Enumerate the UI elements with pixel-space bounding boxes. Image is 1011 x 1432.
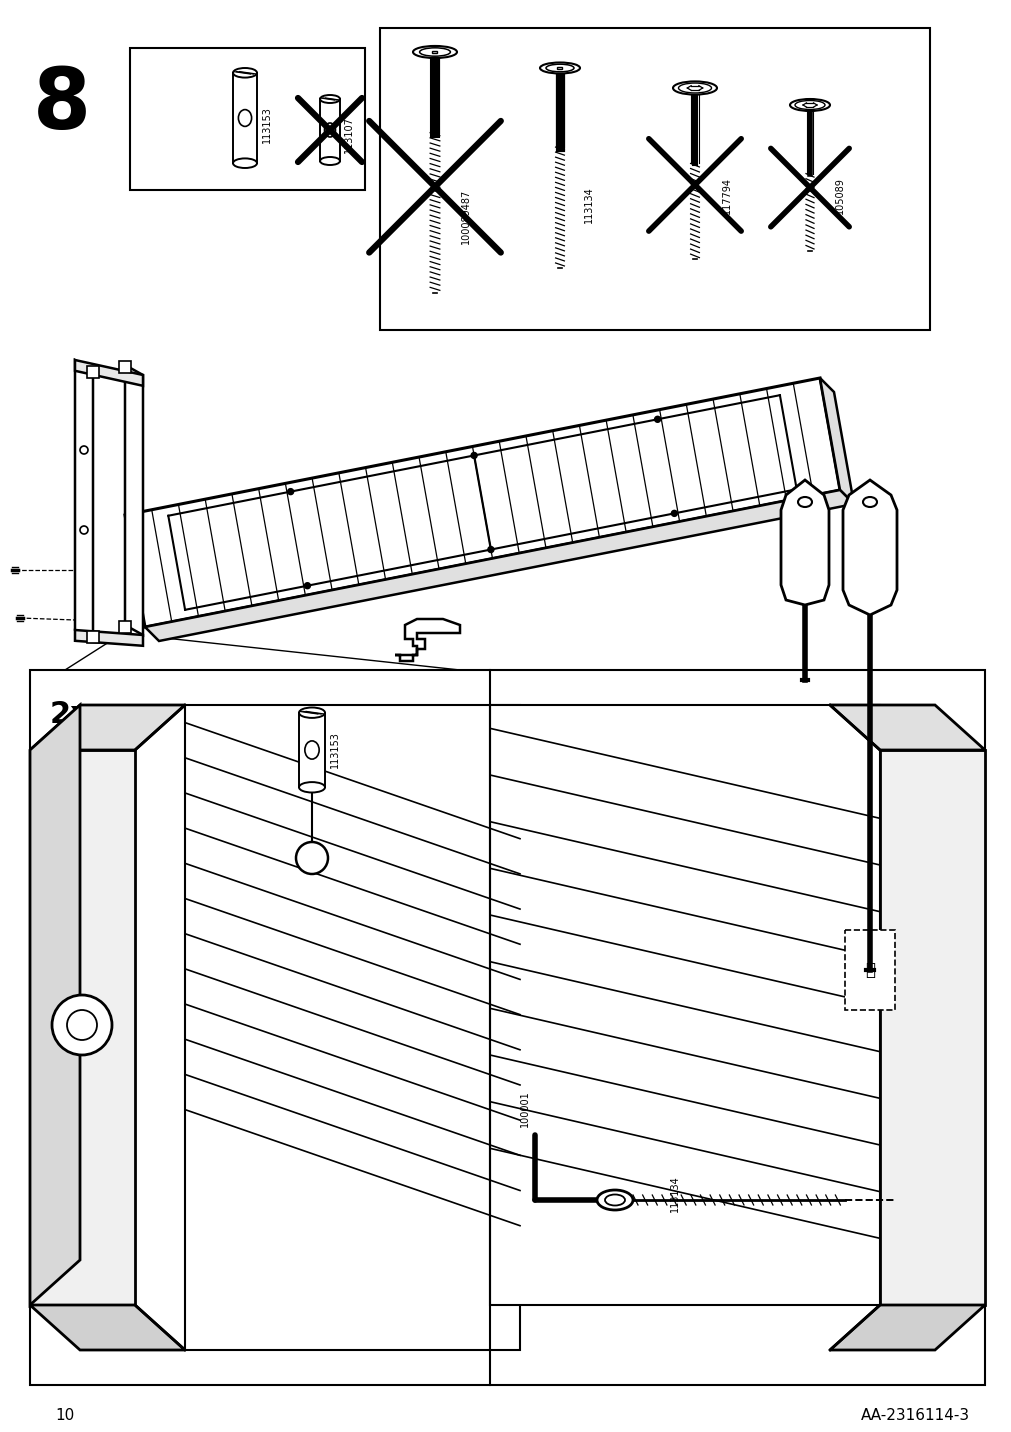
Text: 113107: 113107	[344, 116, 354, 153]
Bar	[557, 67, 562, 69]
Text: 113153: 113153	[330, 732, 340, 769]
Polygon shape	[30, 1305, 185, 1350]
Polygon shape	[30, 705, 80, 1305]
Circle shape	[287, 488, 293, 494]
Text: 2x: 2x	[50, 700, 91, 729]
Circle shape	[471, 453, 476, 458]
Bar	[119, 621, 130, 633]
Ellipse shape	[790, 99, 829, 112]
Bar	[298, 713, 325, 788]
Ellipse shape	[677, 83, 711, 93]
Ellipse shape	[546, 64, 573, 72]
Polygon shape	[145, 490, 853, 642]
Ellipse shape	[319, 95, 340, 103]
Text: 113134: 113134	[583, 186, 593, 223]
Text: 10: 10	[55, 1408, 74, 1422]
Bar	[233, 73, 257, 163]
Text: 117794: 117794	[721, 176, 731, 213]
Ellipse shape	[672, 82, 716, 95]
Polygon shape	[125, 378, 839, 627]
Polygon shape	[30, 705, 185, 750]
Circle shape	[80, 526, 88, 534]
Ellipse shape	[298, 707, 325, 717]
Ellipse shape	[540, 63, 579, 73]
Ellipse shape	[304, 740, 318, 759]
Polygon shape	[75, 630, 143, 646]
Circle shape	[670, 510, 676, 517]
Polygon shape	[185, 705, 520, 1350]
Text: 8: 8	[33, 64, 91, 146]
Ellipse shape	[798, 497, 811, 507]
Bar	[432, 52, 437, 53]
Text: 100089487: 100089487	[461, 189, 470, 243]
Polygon shape	[829, 1305, 984, 1350]
Text: 105089: 105089	[834, 178, 844, 215]
Bar	[844, 929, 894, 1010]
Ellipse shape	[795, 100, 824, 109]
Circle shape	[67, 1010, 97, 1040]
Polygon shape	[489, 705, 880, 1305]
Text: ✋: ✋	[864, 961, 875, 979]
Ellipse shape	[862, 497, 877, 507]
Circle shape	[52, 995, 112, 1055]
Polygon shape	[819, 378, 853, 504]
Bar	[119, 361, 130, 372]
Bar	[30, 670, 984, 1385]
Text: 100001: 100001	[520, 1090, 530, 1127]
Polygon shape	[75, 359, 143, 385]
Ellipse shape	[596, 1190, 632, 1210]
Ellipse shape	[233, 159, 257, 168]
Bar	[379, 29, 929, 329]
Polygon shape	[829, 705, 984, 750]
Bar	[129, 49, 365, 190]
Ellipse shape	[412, 46, 457, 59]
Ellipse shape	[420, 47, 450, 56]
Circle shape	[304, 583, 310, 589]
Polygon shape	[75, 359, 93, 640]
Ellipse shape	[605, 1194, 625, 1206]
Circle shape	[295, 842, 328, 874]
Bar	[87, 632, 99, 643]
Ellipse shape	[325, 123, 336, 137]
Polygon shape	[125, 365, 143, 634]
Bar	[319, 99, 340, 160]
Ellipse shape	[319, 158, 340, 165]
Polygon shape	[780, 480, 828, 604]
Circle shape	[80, 445, 88, 454]
Polygon shape	[880, 750, 984, 1305]
Bar	[87, 367, 99, 378]
Text: 113153: 113153	[262, 106, 272, 143]
Ellipse shape	[239, 110, 252, 126]
Text: 113134: 113134	[669, 1176, 679, 1211]
Polygon shape	[842, 480, 896, 614]
Ellipse shape	[298, 782, 325, 792]
Circle shape	[654, 417, 660, 422]
Polygon shape	[394, 619, 460, 662]
Circle shape	[487, 547, 493, 553]
Ellipse shape	[233, 67, 257, 77]
Polygon shape	[30, 750, 134, 1305]
Text: AA-2316114-3: AA-2316114-3	[860, 1408, 969, 1422]
